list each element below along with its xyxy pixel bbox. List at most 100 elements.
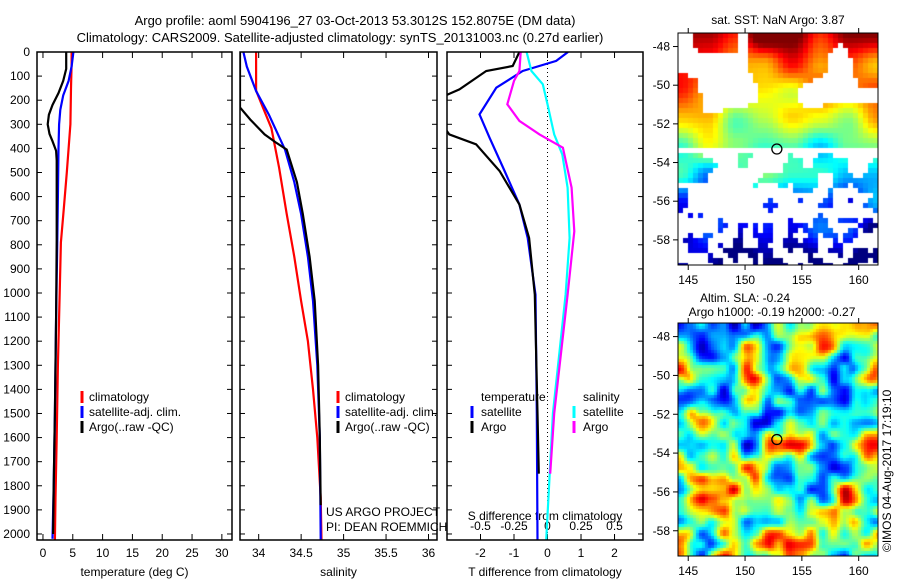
series-line-salinity-satellite: [525, 52, 571, 540]
depth-tick-label: 1200: [3, 334, 30, 348]
sst-map-image: [678, 33, 878, 265]
x-tick-label: 20: [156, 546, 170, 560]
map-y-tick-label: -58: [653, 524, 671, 538]
map-x-tick-label: 160: [849, 564, 869, 578]
depth-tick-label: 500: [10, 165, 30, 179]
map-x-tick-label: 145: [678, 273, 698, 287]
legend-label: Argo(..raw -QC): [345, 420, 430, 434]
salinity-panel: 34 34.5 35 35.5 36 salinity climatologysatelli…: [239, 51, 438, 579]
x-tick-label: 35.5: [374, 546, 398, 560]
map-y-tick-label: -54: [653, 156, 671, 170]
depth-tick-label: 0: [23, 45, 30, 59]
map-y-tick-label: -56: [653, 485, 671, 499]
x-axis-label: T difference from climatology: [468, 565, 622, 579]
argo-location-marker: [771, 433, 783, 446]
depth-tick-label: 1000: [3, 286, 30, 300]
depth-tick-label: 400: [10, 141, 30, 155]
difference-panel: -2 -1 0 1 2 T difference from climatology -0.5…: [446, 51, 644, 579]
legend-label: climatology: [345, 390, 405, 404]
panel-frame: [239, 51, 438, 541]
depth-tick-label: 2000: [3, 527, 30, 541]
map-y-tick-label: -58: [653, 233, 671, 247]
s-tick-label: -0.25: [500, 519, 528, 533]
x-axis-label: salinity: [320, 565, 357, 579]
figure-title-line2: Climatology: CARS2009. Satellite-adjuste…: [77, 30, 604, 45]
map-frame: [677, 32, 879, 266]
x-tick-label: 35: [337, 546, 351, 560]
map-y-tick-label: -48: [653, 330, 671, 344]
map-y-tick-label: -52: [653, 407, 671, 421]
map-y-tick-label: -50: [653, 78, 671, 92]
temperature-panel: 0 5 10 15 20 25 30 temperature (deg C) climatolo…: [36, 51, 233, 579]
legend-label: satellite-adj. clim.: [345, 405, 437, 419]
depth-tick-label: 700: [10, 214, 30, 228]
depth-tick-label: 800: [10, 238, 30, 252]
legend-label: satellite: [481, 405, 522, 419]
map-x-tick-label: 155: [792, 273, 812, 287]
depth-tick-label: 200: [10, 93, 30, 107]
map-title: Altim. SLA: -0.24: [700, 291, 790, 305]
depth-tick-label: 1400: [3, 382, 30, 396]
legend-title: salinity: [583, 390, 620, 404]
map-title: sat. SST: NaN Argo: 3.87: [711, 13, 845, 27]
map-y-tick-label: -54: [653, 446, 671, 460]
legend-label: Argo: [583, 420, 609, 434]
map-x-tick-label: 160: [849, 273, 869, 287]
panel-frame: [36, 51, 233, 541]
x-tick-label: 0: [544, 546, 551, 560]
series-line-climatology: [53, 52, 73, 540]
legend-title: temperature: [481, 390, 546, 404]
sla-map-image: [678, 323, 878, 556]
s-tick-label: 0.25: [569, 519, 593, 533]
x-axis-label: temperature (deg C): [80, 565, 188, 579]
map-y-tick-label: -56: [653, 194, 671, 208]
x-tick-label: 5: [69, 546, 76, 560]
x-tick-label: 2: [611, 546, 618, 560]
series-line-argo-raw-qc-: [240, 52, 322, 506]
series-line-temperature-satellite: [478, 52, 569, 540]
legend-label: satellite-adj. clim.: [89, 405, 181, 419]
map-subtitle: Argo h1000: -0.19 h2000: -0.27: [689, 305, 856, 319]
project-label: US ARGO PROJECT: [326, 505, 441, 519]
map-x-tick-label: 155: [792, 564, 812, 578]
x-tick-label: 10: [96, 546, 110, 560]
depth-tick-label: 1900: [3, 503, 30, 517]
depth-tick-label: 100: [10, 69, 30, 83]
x-tick-label: 30: [215, 546, 229, 560]
s-axis-label: S difference from climatology: [468, 509, 623, 523]
legend-label: climatology: [89, 390, 149, 404]
legend-label: satellite: [583, 405, 624, 419]
series-line-temperature-argo: [447, 52, 540, 474]
x-tick-label: 1: [578, 546, 585, 560]
panel-frame: [446, 51, 644, 541]
sst-map-axes: 145 150 155 160 -48 -50 -52 -54 -56 -58 sat. SST: …: [653, 13, 879, 287]
sla-map-axes: 145 150 155 160 -48 -50 -52 -54 -56 -58 Altim. SLA…: [653, 291, 879, 578]
legend-label: Argo: [481, 420, 507, 434]
map-y-tick-label: -48: [653, 40, 671, 54]
x-tick-label: 25: [185, 546, 199, 560]
map-x-tick-label: 145: [678, 564, 698, 578]
credit-label: ©IMOS 04-Aug-2017 17:19:10: [880, 389, 894, 552]
depth-tick-label: 1700: [3, 455, 30, 469]
x-tick-label: 34: [252, 546, 266, 560]
s-tick-label: 0.5: [606, 519, 623, 533]
series-line-climatology: [255, 52, 323, 540]
depth-tick-label: 600: [10, 190, 30, 204]
depth-tick-label: 1500: [3, 406, 30, 420]
depth-tick-label: 1300: [3, 358, 30, 372]
map-y-tick-label: -52: [653, 117, 671, 131]
argo-location-marker: [771, 143, 783, 155]
s-tick-label: -0.5: [470, 519, 491, 533]
pi-label: PI: DEAN ROEMMICH: [326, 520, 447, 534]
legend-label: Argo(..raw -QC): [89, 420, 174, 434]
depth-tick-label: 300: [10, 117, 30, 131]
depth-tick-label: 900: [10, 262, 30, 276]
map-y-tick-label: -50: [653, 368, 671, 382]
map-frame: [677, 322, 879, 557]
depth-tick-label: 1600: [3, 431, 30, 445]
series-line-argo-raw-qc-: [46, 52, 68, 535]
map-x-tick-label: 150: [735, 273, 755, 287]
series-line-salinity-argo: [506, 52, 576, 474]
